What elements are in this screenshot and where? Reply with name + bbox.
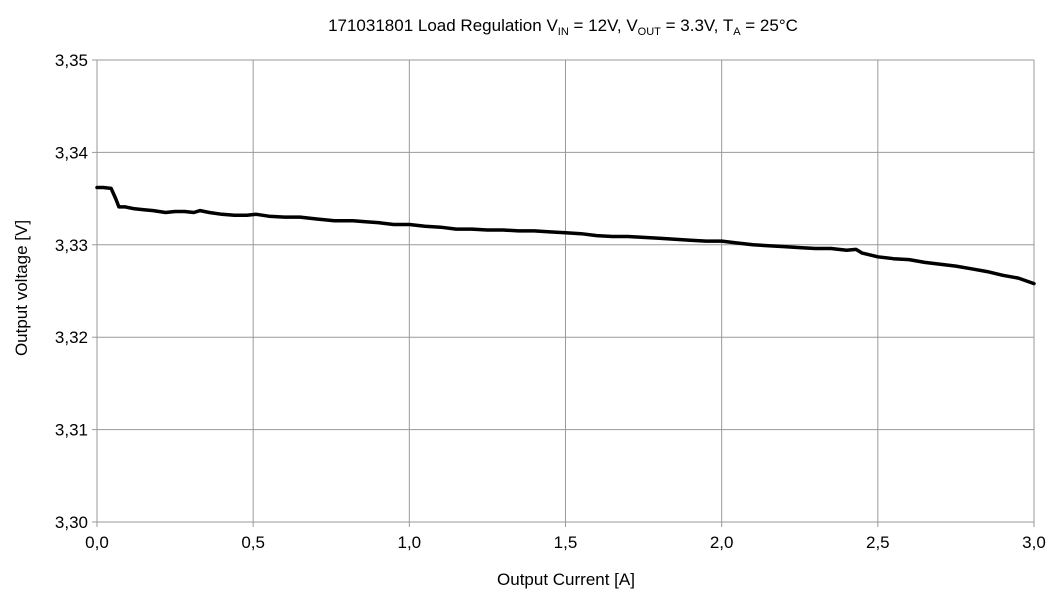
y-tick-label: 3,32 — [55, 328, 88, 347]
x-tick-label: 2,5 — [866, 533, 890, 552]
grid-lines — [92, 59, 1035, 527]
series-line — [95, 185, 1036, 286]
y-tick-label: 3,35 — [55, 51, 88, 70]
title-vout-value: = 3.3V, — [661, 16, 723, 35]
title-ta-value: = 25°C — [741, 16, 798, 35]
x-tick-label: 0,0 — [85, 533, 109, 552]
title-vin-symbol: V — [546, 16, 558, 35]
y-tick-label: 3,34 — [55, 143, 88, 162]
title-ta-symbol: T — [723, 16, 733, 35]
title-vin-subscript: IN — [558, 26, 569, 38]
title-name: Load Regulation — [418, 16, 542, 35]
title-vin-value: = 12V, — [569, 16, 627, 35]
x-tick-label: 2,0 — [710, 533, 734, 552]
x-axis-title: Output Current [A] — [497, 570, 635, 589]
title-vout-symbol: V — [626, 16, 638, 35]
y-axis-title: Output voltage [V] — [12, 220, 31, 356]
x-tick-label: 1,5 — [554, 533, 578, 552]
y-tick-label: 3,30 — [55, 513, 88, 532]
title-id: 171031801 — [328, 16, 413, 35]
x-tick-label: 1,0 — [398, 533, 422, 552]
title-ta-subscript: A — [733, 26, 741, 38]
title-vout-subscript: OUT — [638, 26, 662, 38]
chart-title: 171031801 Load Regulation VIN = 12V, VOU… — [328, 16, 798, 38]
tick-labels: 0,0 0,5 1,0 1,5 2,0 2,5 3,0 3,35 3,34 3,33 3,32 3,3… — [55, 51, 1046, 552]
y-tick-label: 3,31 — [55, 421, 88, 440]
x-tick-label: 0,5 — [241, 533, 265, 552]
series-group — [95, 185, 1036, 286]
x-tick-label: 3,0 — [1022, 533, 1046, 552]
y-tick-label: 3,33 — [55, 236, 88, 255]
